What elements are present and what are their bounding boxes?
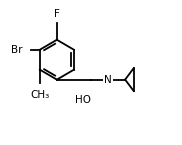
Text: Br: Br xyxy=(11,45,23,55)
Text: N: N xyxy=(104,75,112,85)
Text: CH₃: CH₃ xyxy=(30,90,50,100)
Text: F: F xyxy=(54,9,60,19)
Text: HO: HO xyxy=(75,95,91,105)
